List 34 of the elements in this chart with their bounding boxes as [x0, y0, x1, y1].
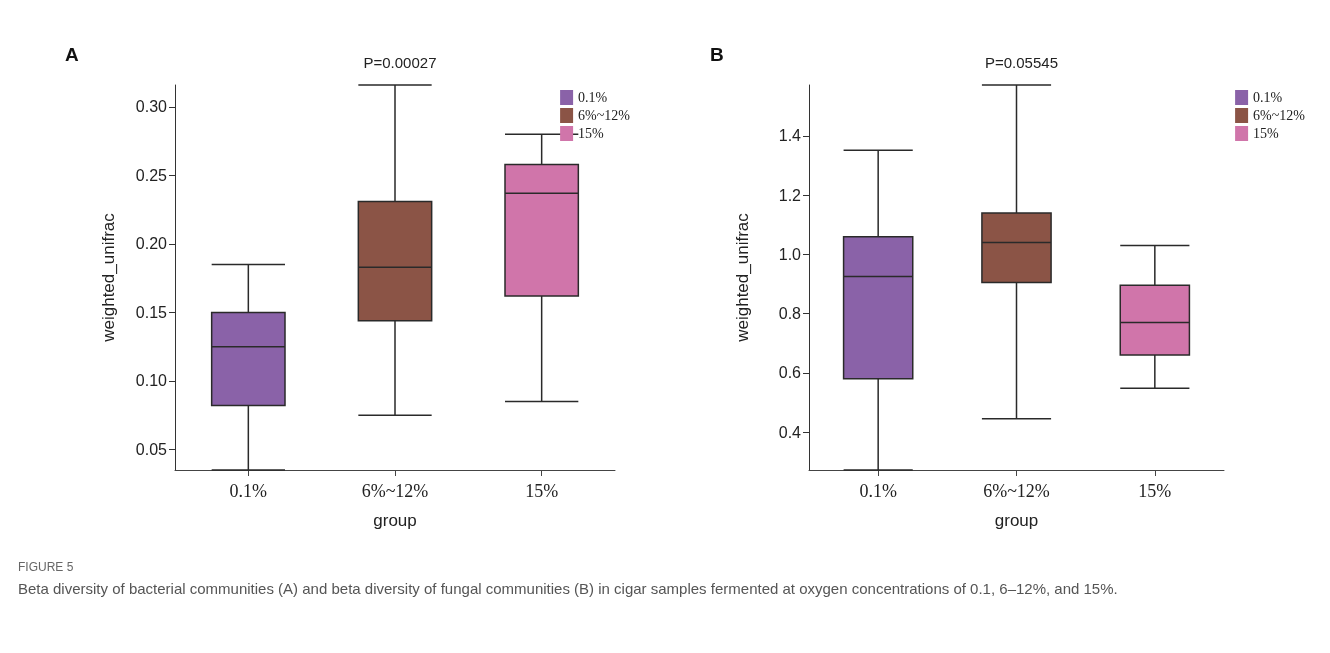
y-tick-label: 0.20 — [135, 235, 168, 253]
legend-label: 0.1% — [1253, 90, 1283, 105]
legend-label: 6%~12% — [578, 108, 631, 123]
y-tick-label: 0.8 — [778, 305, 802, 323]
caption: FIGURE 5 — [18, 560, 75, 574]
legend-label: 15% — [578, 126, 605, 141]
legend-label: 6%~12% — [1253, 108, 1306, 123]
y-axis-title: weighted_unifrac — [733, 212, 752, 343]
legend-label: 0.1% — [578, 90, 608, 105]
y-tick-label: 1.2 — [778, 186, 802, 204]
x-tick-label: 6%~12% — [983, 481, 1050, 501]
x-tick-label: 15% — [1138, 481, 1172, 501]
x-tick-label: 0.1% — [859, 481, 897, 501]
x-tick-label: 6%~12% — [361, 481, 429, 501]
y-tick-label: 0.10 — [135, 372, 168, 390]
y-tick-label: 0.25 — [135, 166, 168, 184]
y-tick-label: 0.4 — [778, 423, 802, 441]
legend-label: 15% — [1253, 126, 1280, 141]
x-axis-title: group — [373, 511, 417, 530]
x-axis-title: group — [994, 511, 1039, 530]
x-tick-label: 0.1% — [229, 481, 268, 501]
text: Beta diversity of bacterial communities (A) and beta diversity of fungal communities (B) in cigar samples fermented at oxygen concentrations of 0.1, 6–12%, and 15%. — [18, 579, 1119, 599]
y-tick-label: 1.0 — [778, 245, 802, 263]
text: B — [710, 44, 724, 65]
chart-title: P=0.00027 — [363, 54, 437, 71]
y-tick-label: 0.30 — [135, 98, 168, 116]
y-tick-label: 0.15 — [135, 303, 168, 321]
x-tick-label: 15% — [525, 481, 559, 501]
text: A — [65, 44, 79, 65]
y-tick-label: 0.05 — [135, 440, 168, 458]
chart-title: P=0.05545 — [985, 54, 1058, 71]
y-axis-title: weighted_unifrac — [99, 212, 118, 343]
y-tick-label: 1.4 — [778, 127, 802, 145]
y-tick-label: 0.6 — [778, 364, 802, 382]
